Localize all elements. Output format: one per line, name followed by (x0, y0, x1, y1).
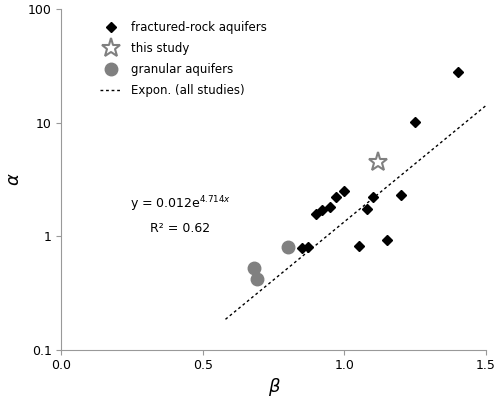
Expon. (all studies) (378, 190, 384, 194)
Y-axis label: α: α (4, 174, 22, 185)
fractured-rock aquifers (318, 208, 324, 212)
fractured-rock aquifers (412, 119, 418, 124)
X-axis label: β: β (268, 378, 280, 396)
fractured-rock aquifers (313, 212, 319, 217)
fractured-rock aquifers (384, 237, 390, 242)
Text: R² = 0.62: R² = 0.62 (150, 222, 210, 235)
fractured-rock aquifers (342, 188, 347, 193)
Expon. (all studies) (222, 317, 228, 322)
Expon. (all studies) (382, 186, 388, 191)
Line: granular aquifers: granular aquifers (248, 241, 294, 285)
Expon. (all studies) (442, 137, 448, 142)
Line: Expon. (all studies): Expon. (all studies) (226, 106, 486, 319)
granular aquifers (254, 276, 260, 281)
granular aquifers (251, 266, 257, 271)
Expon. (all studies) (458, 123, 464, 128)
fractured-rock aquifers (364, 206, 370, 211)
Text: y = 0.012e$^{4.714x}$: y = 0.012e$^{4.714x}$ (130, 194, 230, 214)
fractured-rock aquifers (304, 245, 310, 250)
fractured-rock aquifers (454, 70, 460, 74)
Expon. (all studies) (483, 103, 489, 108)
Line: fractured-rock aquifers: fractured-rock aquifers (298, 68, 461, 252)
fractured-rock aquifers (299, 246, 305, 251)
fractured-rock aquifers (356, 244, 362, 248)
fractured-rock aquifers (370, 195, 376, 200)
Legend: fractured-rock aquifers, this study, granular aquifers, Expon. (all studies): fractured-rock aquifers, this study, gra… (96, 16, 272, 102)
Expon. (all studies) (224, 316, 230, 321)
fractured-rock aquifers (327, 205, 333, 210)
granular aquifers (285, 245, 291, 250)
fractured-rock aquifers (333, 195, 339, 200)
fractured-rock aquifers (398, 193, 404, 198)
Expon. (all studies) (376, 190, 382, 195)
